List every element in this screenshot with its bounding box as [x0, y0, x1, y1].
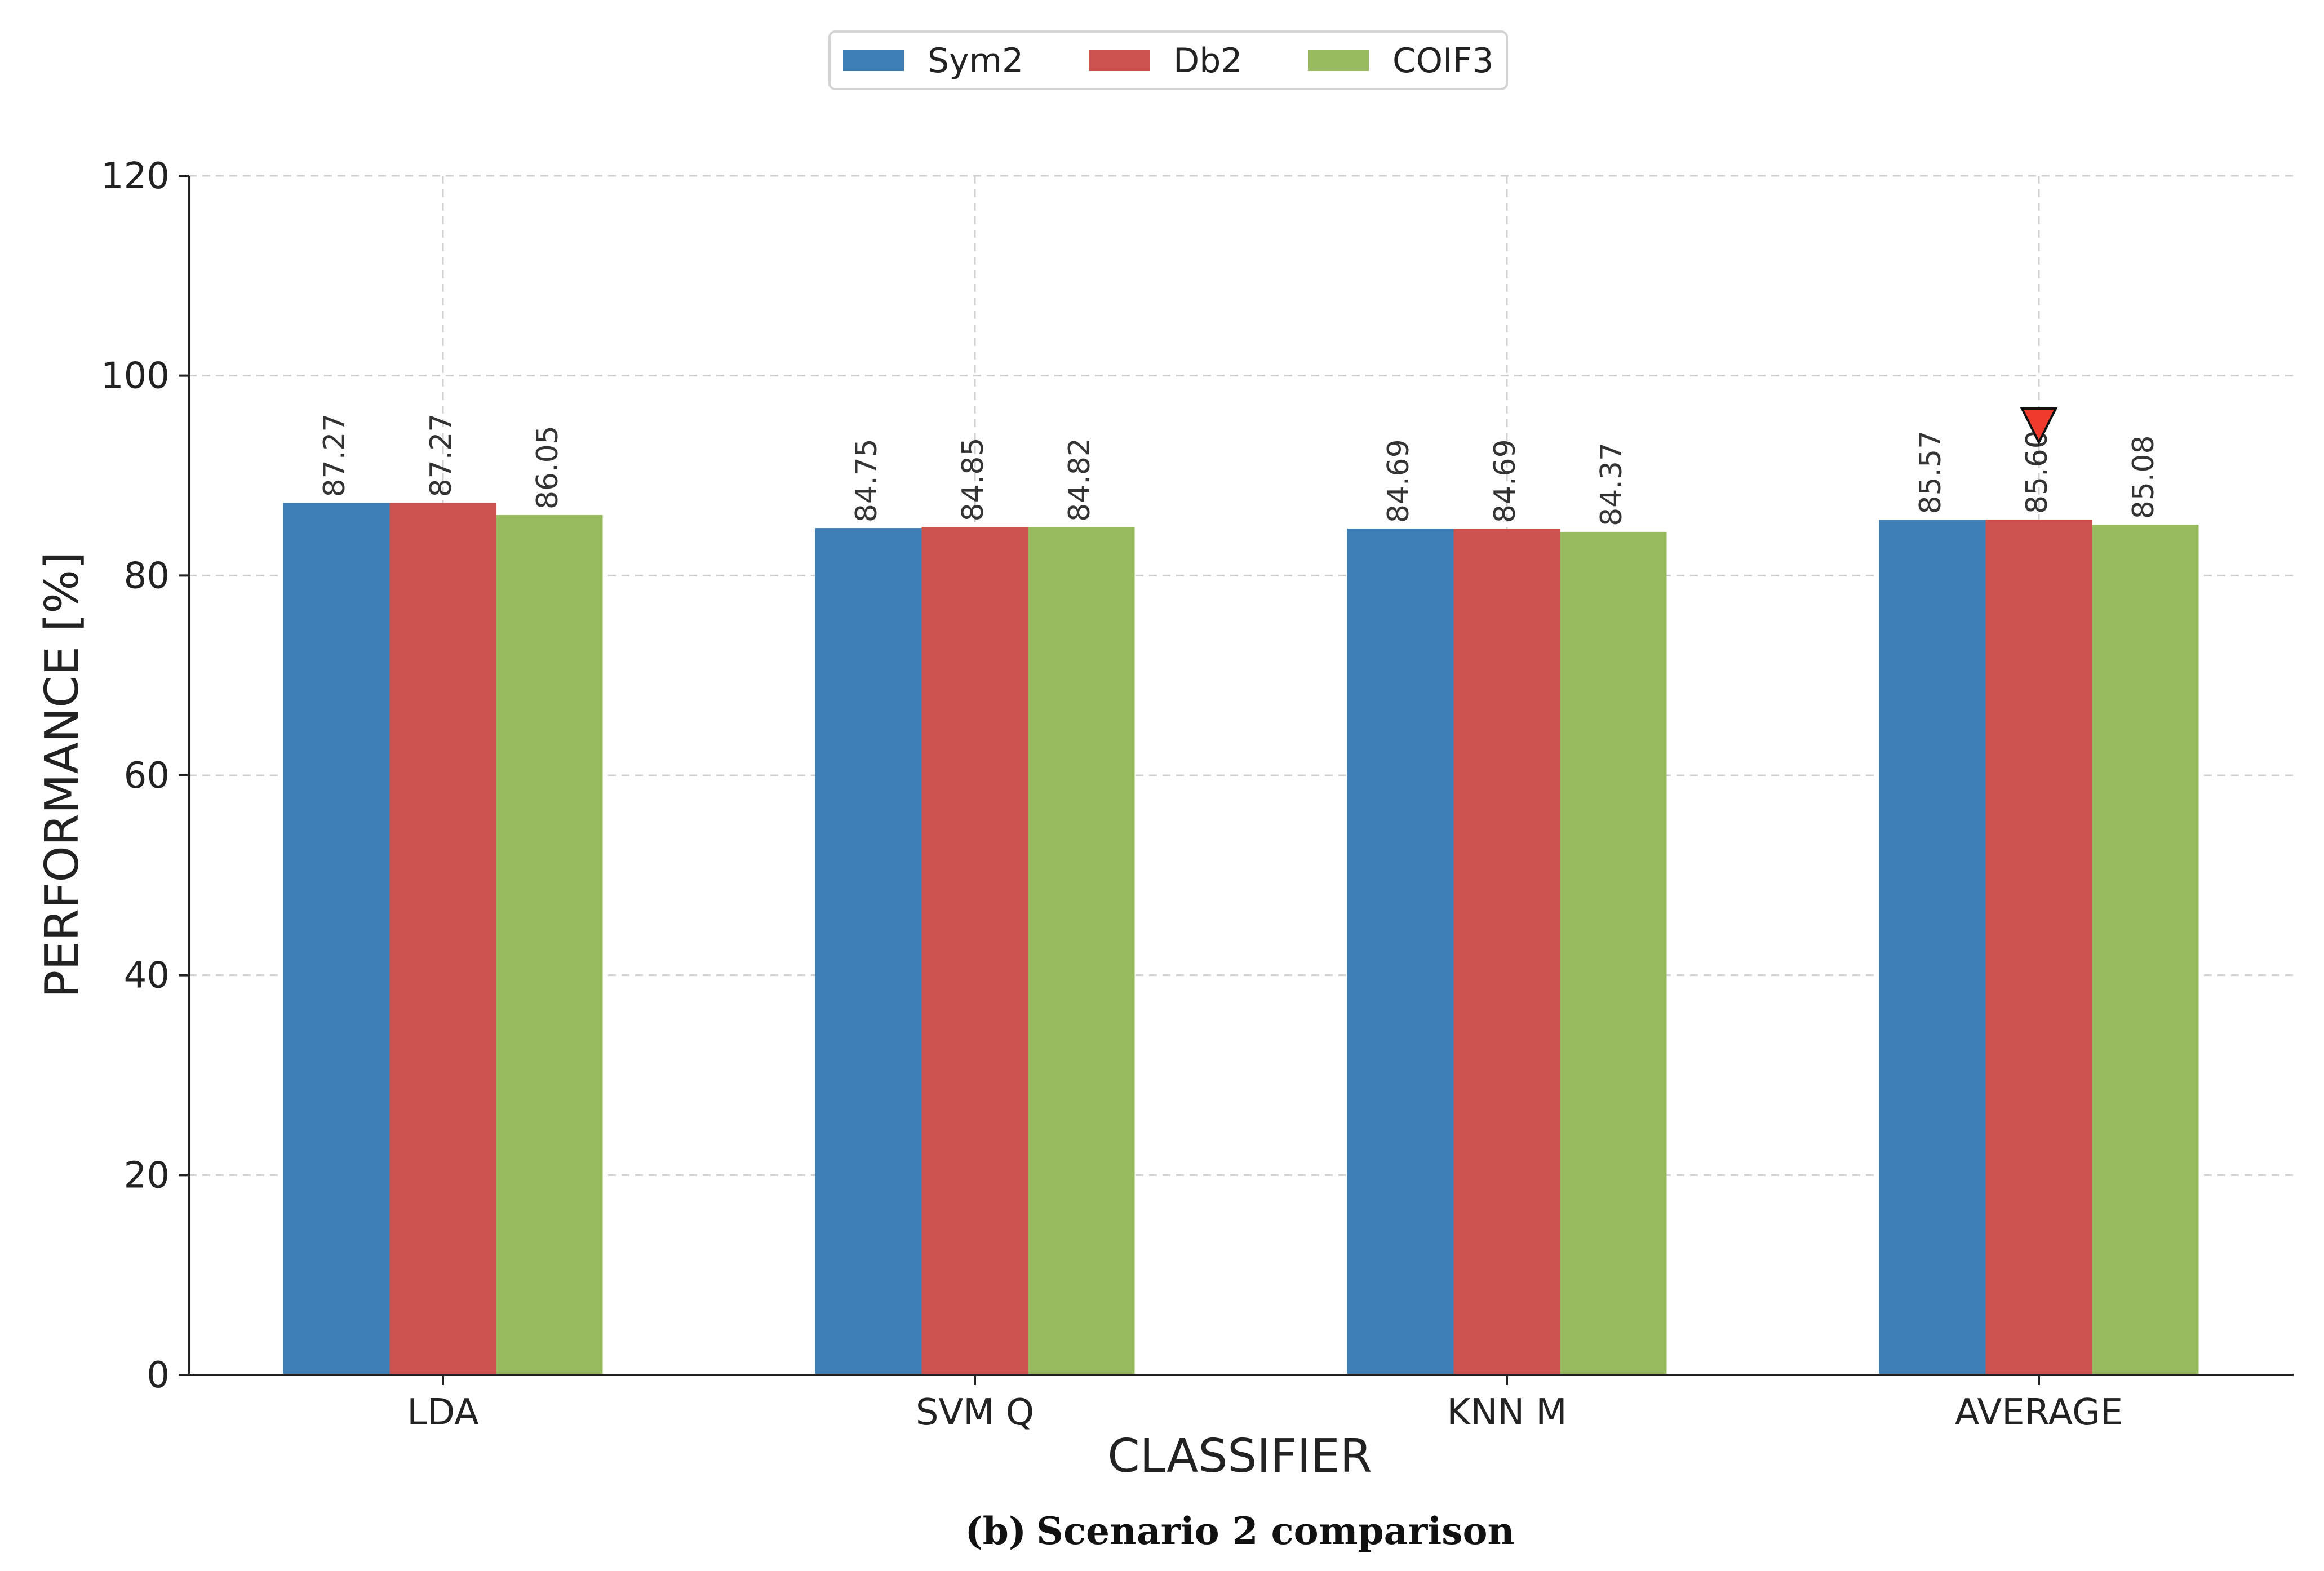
bars	[283, 503, 2199, 1375]
x-tick-label: LDA	[407, 1392, 479, 1434]
legend-swatch	[1308, 50, 1369, 71]
y-tick-label: 100	[101, 356, 170, 397]
x-tick-label: SVM Q	[916, 1392, 1034, 1434]
caption-open-paren: (	[965, 1509, 983, 1553]
bar-coif3-svm-q	[1028, 527, 1135, 1375]
value-label: 85.57	[1914, 431, 1948, 514]
x-axis-label: CLASSIFIER	[1107, 1430, 1372, 1483]
y-tick-label: 40	[124, 955, 170, 997]
legend-label: COIF3	[1392, 41, 1494, 81]
y-tick-label: 80	[124, 555, 170, 597]
bar-db2-average	[1985, 520, 2092, 1375]
legend-item-coif3[interactable]: COIF3	[1308, 41, 1494, 81]
legend-label: Sym2	[928, 41, 1023, 81]
y-tick-label: 120	[101, 156, 170, 197]
bar-sym2-lda	[283, 503, 390, 1375]
value-labels: 87.27 87.27 86.05 84.75 84.85 84.82 84.69 84.69…	[318, 407, 2161, 526]
bar-db2-lda	[389, 503, 496, 1375]
legend-item-sym2[interactable]: Sym2	[843, 41, 1023, 81]
value-label: 84.69	[1382, 439, 1416, 523]
highlight-marker	[2020, 407, 2058, 445]
bar-coif3-knn-m	[1560, 531, 1667, 1375]
figure-caption: (b) Scenario 2 comparison	[965, 1509, 1515, 1553]
bar-coif3-average	[2092, 525, 2199, 1375]
caption-close-paren: )	[1009, 1509, 1026, 1553]
y-tick-label: 60	[124, 755, 170, 797]
bar-db2-knn-m	[1453, 529, 1560, 1375]
value-label: 87.27	[318, 414, 352, 498]
value-label: 84.37	[1595, 442, 1629, 526]
axes: 0 20 40 60 80 100 120 LDA SVM Q KNN M AVERAGE	[101, 156, 2294, 1434]
legend-label: Db2	[1173, 41, 1242, 81]
y-tick-label: 20	[124, 1155, 170, 1196]
legend-swatch	[843, 50, 904, 71]
bar-coif3-lda	[496, 515, 603, 1375]
bar-sym2-average	[1879, 520, 1986, 1375]
value-label: 84.75	[850, 438, 884, 522]
y-tick-label: 0	[147, 1355, 170, 1396]
value-label: 85.60	[2020, 430, 2054, 514]
caption-letter: b	[983, 1509, 1009, 1553]
value-label: 84.85	[956, 437, 990, 521]
legend-item-db2[interactable]: Db2	[1089, 41, 1242, 81]
value-label: 87.27	[424, 414, 458, 498]
value-label: 85.08	[2127, 435, 2161, 519]
x-tick-label: AVERAGE	[1955, 1392, 2123, 1434]
legend[interactable]: Sym2 Db2 COIF3	[828, 30, 1508, 90]
value-label: 86.05	[531, 425, 565, 509]
bar-sym2-svm-q	[815, 528, 922, 1375]
x-tick-label: KNN M	[1447, 1392, 1567, 1434]
legend-swatch	[1089, 50, 1150, 71]
legend-box	[828, 30, 1508, 90]
bar-sym2-knn-m	[1347, 529, 1454, 1375]
caption-text: Scenario 2 comparison	[1036, 1509, 1514, 1553]
value-label: 84.69	[1488, 439, 1522, 523]
bar-db2-svm-q	[921, 527, 1028, 1375]
value-label: 84.82	[1063, 438, 1097, 522]
y-axis-label: PERFORMANCE [%]	[36, 552, 89, 998]
